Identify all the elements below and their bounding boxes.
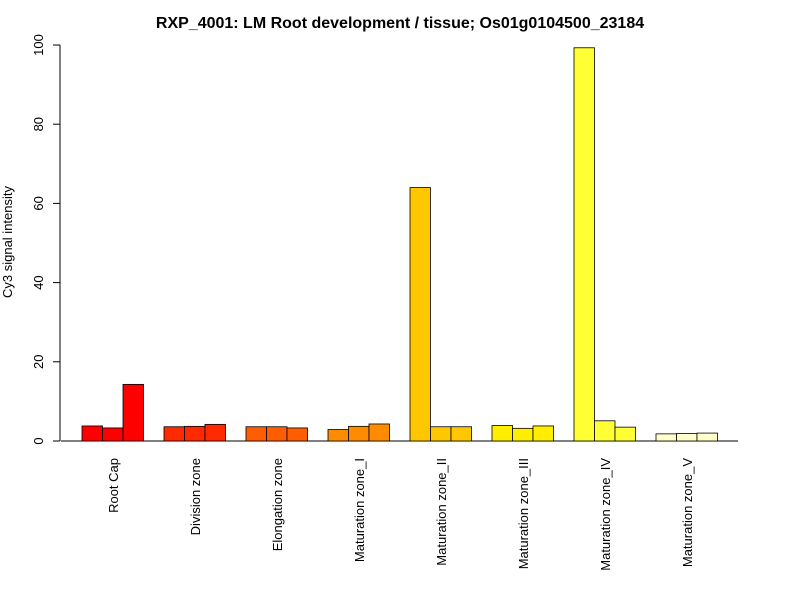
x-tick-labels: Root Cap Division zone Elongation zone Matu… <box>106 458 695 571</box>
bar <box>573 47 595 442</box>
x-tick-label: Elongation zone <box>270 458 285 551</box>
bar <box>122 383 144 442</box>
bar <box>348 425 370 442</box>
bar <box>676 433 698 442</box>
y-tick-label: 100 <box>31 34 46 56</box>
bar <box>430 426 452 442</box>
x-tick-label: Division zone <box>188 458 203 535</box>
chart-title: RXP_4001: LM Root development / tissue; … <box>156 15 644 32</box>
bar <box>532 425 554 442</box>
bar <box>614 426 636 442</box>
bar <box>594 420 616 442</box>
bar <box>102 427 124 442</box>
bar <box>450 426 472 442</box>
bar <box>696 432 718 442</box>
bar <box>409 187 431 442</box>
bar <box>245 426 267 442</box>
bar <box>655 433 677 442</box>
y-tick-label: 20 <box>31 355 46 369</box>
y-axis-label: Cy3 signal intensity <box>0 186 15 298</box>
x-tick-label: Maturation zone_III <box>516 458 531 569</box>
x-tick-label: Maturation zone_V <box>680 458 695 567</box>
bar <box>286 427 308 442</box>
x-tick-label: Maturation zone_II <box>434 458 449 566</box>
y-tick-label: 60 <box>31 196 46 210</box>
x-tick-label: Maturation zone_IV <box>598 458 613 571</box>
bar <box>163 426 185 442</box>
bar <box>368 423 390 442</box>
bars-group <box>61 47 738 442</box>
bar <box>81 425 103 442</box>
bar <box>204 423 226 442</box>
bar <box>184 425 206 442</box>
bar <box>512 427 534 442</box>
y-tick-label: 80 <box>31 117 46 131</box>
x-tick-label: Root Cap <box>106 458 121 513</box>
bar <box>491 425 513 442</box>
x-tick-label: Maturation zone_I <box>352 458 367 562</box>
bar <box>266 426 288 442</box>
y-axis: 0 20 40 60 80 100 <box>31 34 61 445</box>
y-tick-label: 40 <box>31 275 46 289</box>
bar <box>327 429 349 442</box>
y-tick-label: 0 <box>31 437 46 444</box>
